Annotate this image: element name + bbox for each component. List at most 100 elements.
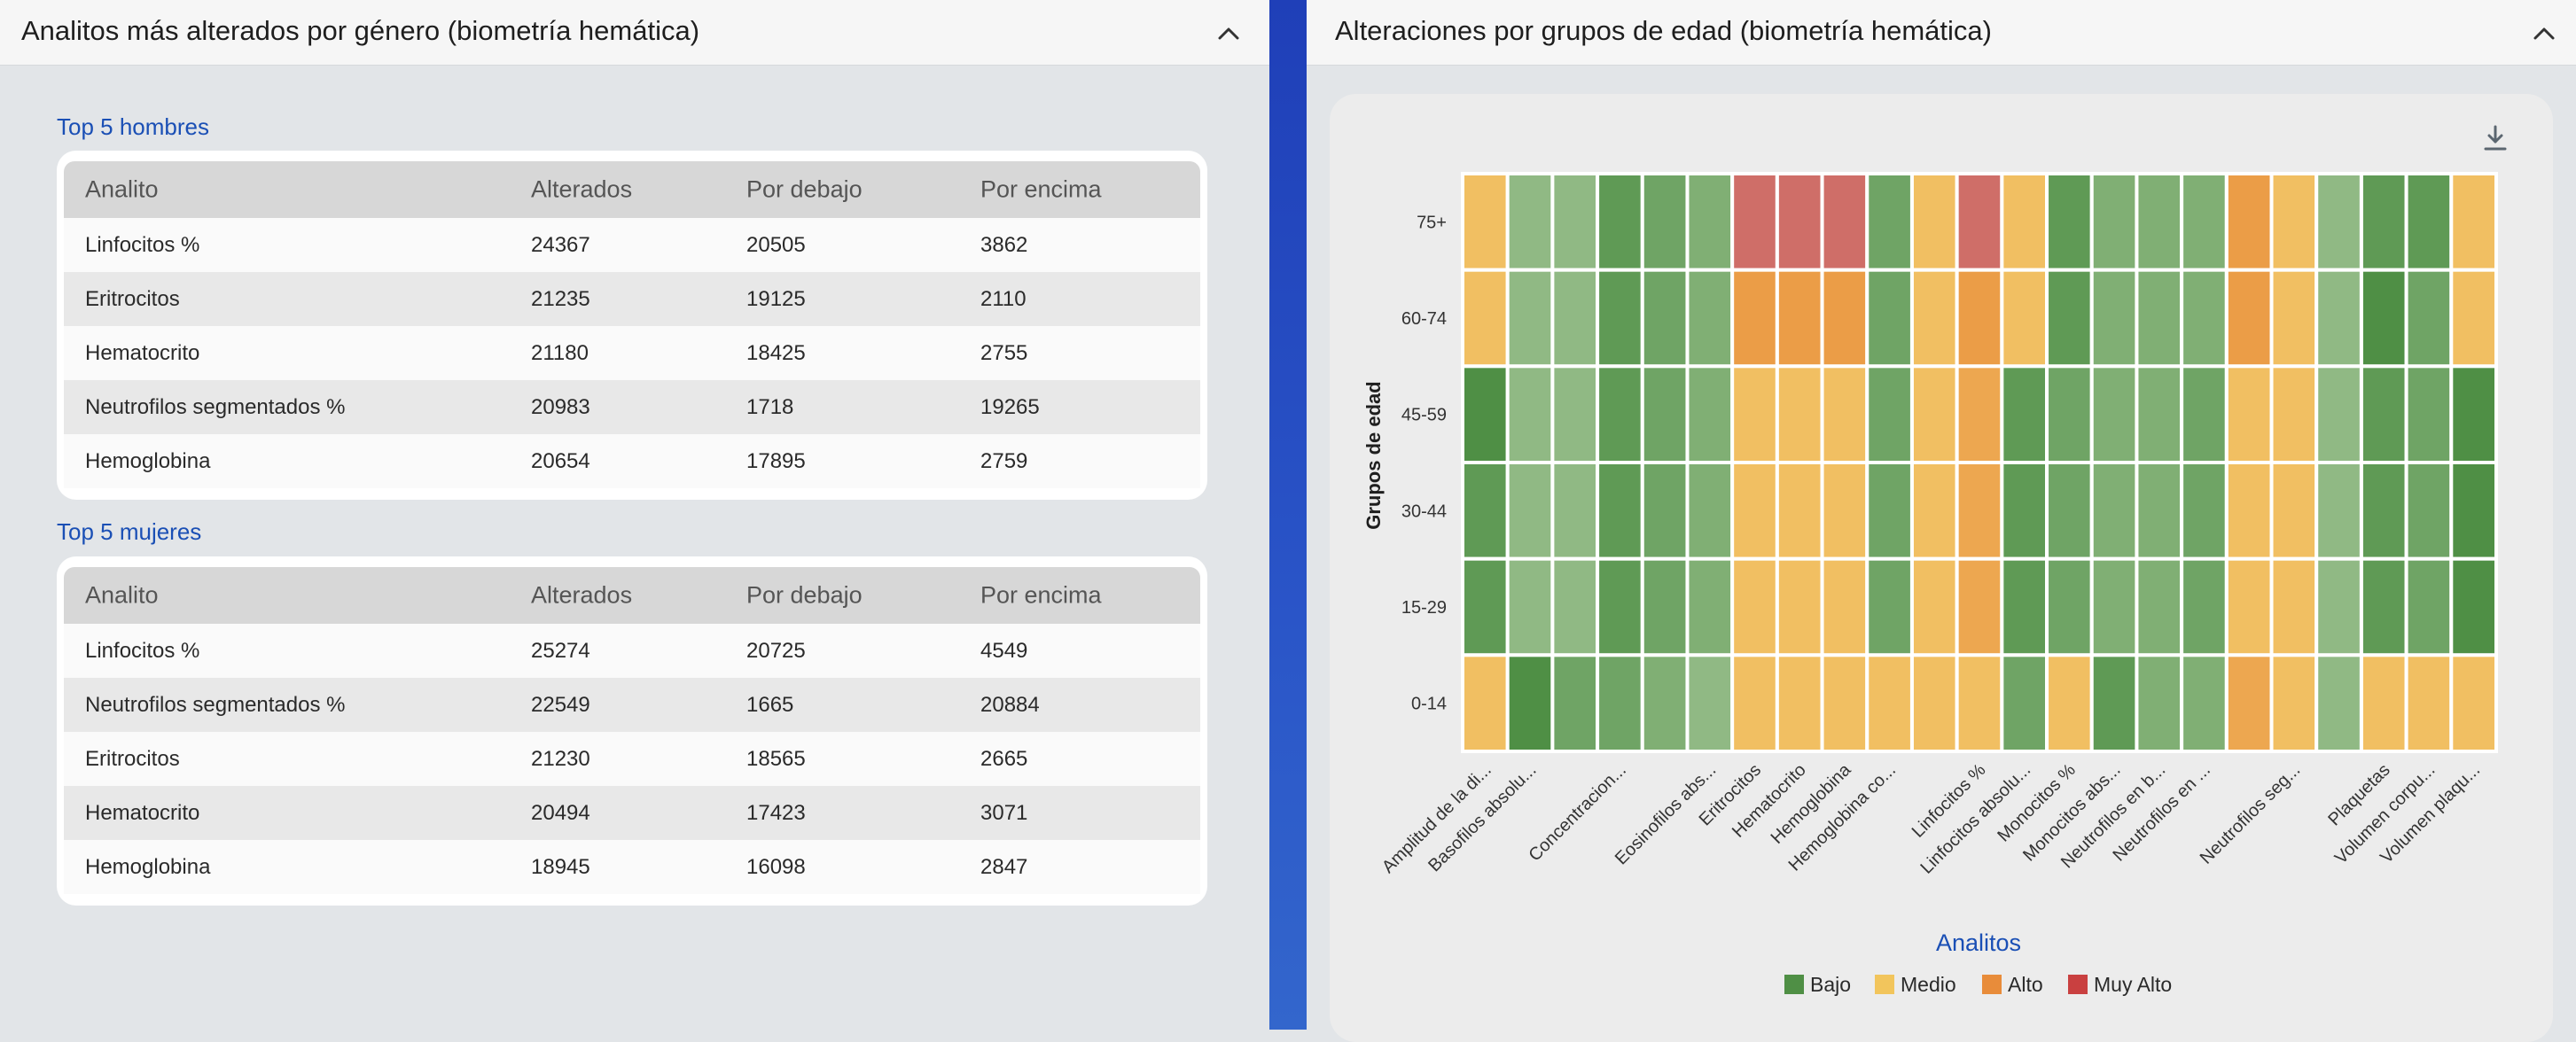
heatmap-cell[interactable]	[1775, 172, 1824, 272]
heatmap-cell[interactable]	[1505, 556, 1555, 657]
heatmap-cell[interactable]	[1730, 461, 1779, 561]
heatmap-cell[interactable]	[1909, 653, 1959, 753]
heatmap-cell[interactable]	[2404, 364, 2454, 465]
heatmap-cell[interactable]	[2269, 364, 2319, 465]
heatmap-cell[interactable]	[2359, 364, 2408, 465]
heatmap-cell[interactable]	[1596, 653, 1644, 753]
column-header[interactable]: Alterados	[531, 581, 633, 609]
heatmap-cell[interactable]	[2449, 556, 2499, 657]
column-header[interactable]: Por debajo	[746, 175, 863, 203]
heatmap-cell[interactable]	[1865, 364, 1914, 465]
heatmap-cell[interactable]	[2404, 172, 2454, 272]
column-header[interactable]: Analito	[85, 581, 159, 609]
heatmap-cell[interactable]	[2404, 268, 2454, 369]
heatmap-cell[interactable]	[1775, 461, 1824, 561]
heatmap-cell[interactable]	[2314, 653, 2363, 753]
heatmap-cell[interactable]	[1550, 461, 1600, 561]
heatmap-cell[interactable]	[2269, 653, 2319, 753]
heatmap-cell[interactable]	[1909, 268, 1959, 369]
heatmap-cell[interactable]	[1820, 461, 1870, 561]
heatmap-cell[interactable]	[2000, 364, 2049, 465]
heatmap-cell[interactable]	[1505, 268, 1555, 369]
heatmap-cell[interactable]	[1775, 364, 1824, 465]
heatmap-cell[interactable]	[1685, 653, 1735, 753]
heatmap-cell[interactable]	[1955, 364, 2004, 465]
heatmap-cell[interactable]	[1596, 268, 1644, 369]
table-row[interactable]: Linfocitos % 25274 20725 4549	[64, 624, 1200, 678]
heatmap-cell[interactable]	[1461, 364, 1510, 465]
heatmap-cell[interactable]	[2089, 461, 2139, 561]
heatmap-cell[interactable]	[1505, 461, 1555, 561]
heatmap-cell[interactable]	[2224, 653, 2274, 753]
column-header[interactable]: Por encima	[980, 175, 1102, 203]
heatmap-cell[interactable]	[2449, 653, 2499, 753]
heatmap-cell[interactable]	[2314, 556, 2363, 657]
heatmap-cell[interactable]	[1550, 268, 1600, 369]
heatmap-cell[interactable]	[2359, 653, 2408, 753]
heatmap-cell[interactable]	[1909, 364, 1959, 465]
heatmap-cell[interactable]	[2180, 556, 2229, 657]
heatmap-cell[interactable]	[2224, 268, 2274, 369]
heatmap-cell[interactable]	[1865, 653, 1914, 753]
heatmap-cell[interactable]	[1955, 268, 2004, 369]
column-header[interactable]: Por encima	[980, 581, 1102, 609]
table-row[interactable]: Neutrofilos segmentados % 22549 1665 208…	[64, 678, 1200, 732]
heatmap-cell[interactable]	[1820, 556, 1870, 657]
heatmap-cell[interactable]	[1865, 461, 1914, 561]
heatmap-cell[interactable]	[2045, 172, 2094, 272]
heatmap-cell[interactable]	[1685, 364, 1735, 465]
heatmap-cell[interactable]	[1550, 364, 1600, 465]
heatmap-cell[interactable]	[1730, 172, 1779, 272]
heatmap-cell[interactable]	[1955, 172, 2004, 272]
heatmap-cell[interactable]	[2135, 268, 2184, 369]
heatmap-cell[interactable]	[2045, 268, 2094, 369]
heatmap-cell[interactable]	[2180, 172, 2229, 272]
heatmap-cell[interactable]	[2000, 556, 2049, 657]
heatmap-cell[interactable]	[1461, 268, 1510, 369]
heatmap-cell[interactable]	[2180, 364, 2229, 465]
heatmap-cell[interactable]	[1865, 268, 1914, 369]
table-row[interactable]: Neutrofilos segmentados % 20983 1718 192…	[64, 380, 1200, 434]
legend-item[interactable]: Medio	[1875, 973, 1956, 996]
heatmap-cell[interactable]	[2000, 461, 2049, 561]
heatmap-cell[interactable]	[1775, 653, 1824, 753]
heatmap-cell[interactable]	[1865, 556, 1914, 657]
heatmap-cell[interactable]	[1461, 653, 1510, 753]
heatmap-cell[interactable]	[2045, 653, 2094, 753]
heatmap-cell[interactable]	[1955, 461, 2004, 561]
heatmap-cell[interactable]	[2000, 172, 2049, 272]
heatmap-cell[interactable]	[1550, 653, 1600, 753]
heatmap-cell[interactable]	[2449, 172, 2499, 272]
heatmap-cell[interactable]	[2224, 364, 2274, 465]
heatmap-cell[interactable]	[2045, 461, 2094, 561]
heatmap-cell[interactable]	[1596, 461, 1644, 561]
heatmap-cell[interactable]	[1820, 268, 1870, 369]
heatmap-cell[interactable]	[1955, 653, 2004, 753]
heatmap-cell[interactable]	[1730, 364, 1779, 465]
heatmap-cell[interactable]	[2135, 461, 2184, 561]
download-icon[interactable]	[2482, 124, 2509, 152]
heatmap-cell[interactable]	[1505, 653, 1555, 753]
heatmap-cell[interactable]	[1640, 556, 1690, 657]
heatmap-cell[interactable]	[2045, 364, 2094, 465]
heatmap-cell[interactable]	[1909, 172, 1959, 272]
heatmap-cell[interactable]	[1909, 556, 1959, 657]
heatmap-cell[interactable]	[2449, 268, 2499, 369]
heatmap-cell[interactable]	[2359, 556, 2408, 657]
heatmap-cell[interactable]	[2314, 364, 2363, 465]
heatmap-cell[interactable]	[2135, 653, 2184, 753]
heatmap-cell[interactable]	[2359, 268, 2408, 369]
heatmap-cell[interactable]	[2180, 461, 2229, 561]
heatmap-cell[interactable]	[1505, 364, 1555, 465]
heatmap-cell[interactable]	[2269, 172, 2319, 272]
heatmap-cell[interactable]	[2449, 461, 2499, 561]
heatmap-cell[interactable]	[1550, 556, 1600, 657]
heatmap-cell[interactable]	[1640, 268, 1690, 369]
heatmap-cell[interactable]	[1596, 556, 1644, 657]
heatmap-cell[interactable]	[2449, 364, 2499, 465]
heatmap-cell[interactable]	[2089, 268, 2139, 369]
heatmap-cell[interactable]	[1685, 556, 1735, 657]
heatmap-cell[interactable]	[1775, 556, 1824, 657]
table-row[interactable]: Hematocrito 21180 18425 2755	[64, 326, 1200, 380]
heatmap-cell[interactable]	[1505, 172, 1555, 272]
